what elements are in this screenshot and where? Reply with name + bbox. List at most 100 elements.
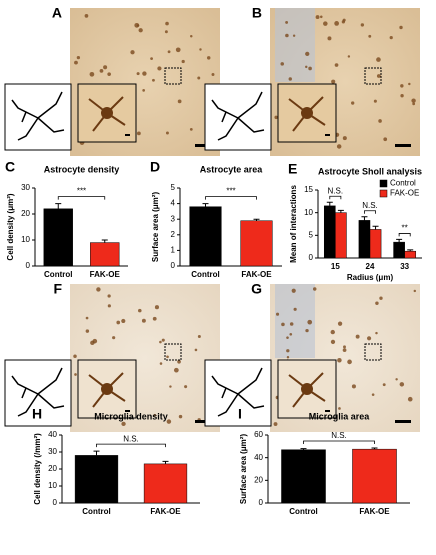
- y-tick-label: 5: [171, 183, 176, 192]
- cell: [165, 21, 169, 26]
- bar: [74, 455, 119, 504]
- cell: [289, 332, 293, 336]
- y-tick-label: 1: [171, 246, 176, 255]
- bar: [335, 212, 347, 259]
- cell: [337, 358, 342, 363]
- cell: [286, 356, 290, 359]
- y-tick-label: 0: [26, 261, 31, 270]
- error-bar: [371, 447, 378, 450]
- cell: [275, 312, 280, 316]
- cell: [177, 99, 182, 104]
- roi-box: [164, 343, 182, 361]
- error-bar: [253, 218, 260, 221]
- bar: [323, 205, 336, 259]
- panel-label: I: [238, 406, 242, 422]
- cell: [175, 47, 181, 53]
- cell: [274, 115, 278, 120]
- cell: [150, 57, 153, 60]
- cell: [167, 50, 171, 54]
- cell: [376, 57, 381, 62]
- cell: [395, 378, 398, 381]
- scale-bar: [395, 420, 411, 423]
- cell: [371, 393, 375, 396]
- cell: [142, 71, 147, 76]
- scale-bar: [395, 144, 411, 147]
- bar: [43, 208, 73, 267]
- cell: [360, 23, 365, 27]
- inset-processes: [88, 372, 126, 408]
- cell: [373, 99, 377, 103]
- y-tick-label: 3: [171, 214, 176, 223]
- nuclei-layer: [275, 8, 315, 82]
- scale-bar: [125, 410, 130, 412]
- cell: [136, 72, 140, 76]
- cell: [103, 65, 108, 70]
- error-bar: [337, 209, 344, 213]
- cell: [74, 373, 77, 376]
- y-axis-label: Cell density (/mm²): [33, 433, 42, 505]
- cell: [347, 359, 352, 365]
- error-bar: [93, 450, 100, 456]
- x-tick-label: Control: [289, 507, 317, 516]
- cell: [355, 334, 360, 339]
- y-tick-label: 0: [53, 498, 58, 507]
- x-tick-label: Control: [191, 270, 219, 279]
- bar: [281, 449, 326, 504]
- cell: [323, 21, 328, 26]
- cell: [330, 339, 336, 345]
- significance-bracket: [205, 196, 257, 200]
- y-tick-label: 60: [254, 430, 263, 439]
- y-tick-label: 30: [21, 183, 30, 192]
- cell: [286, 336, 289, 339]
- roi-box: [164, 67, 182, 85]
- cell: [273, 422, 278, 426]
- cell: [178, 414, 183, 419]
- cell-tracing: [11, 91, 65, 141]
- y-axis-label: Surface area (μm²): [239, 434, 248, 505]
- bar: [404, 250, 417, 259]
- y-tick-label: 0: [309, 253, 314, 262]
- x-tick-label: 15: [331, 262, 340, 271]
- cell: [342, 348, 347, 353]
- cell: [327, 36, 332, 41]
- y-tick-label: 15: [304, 185, 313, 194]
- x-tick-label: 33: [400, 262, 409, 271]
- cell: [334, 21, 340, 26]
- y-tick-label: 10: [48, 481, 57, 490]
- error-bar: [326, 201, 333, 206]
- cell: [375, 301, 379, 305]
- cell: [116, 320, 121, 325]
- y-tick-label: 10: [304, 208, 313, 217]
- cell: [341, 20, 345, 24]
- cell: [121, 318, 126, 324]
- cell: [199, 48, 202, 51]
- cell: [308, 66, 312, 71]
- x-tick-label: Control: [82, 507, 110, 516]
- cell: [197, 335, 201, 339]
- cell: [107, 294, 111, 298]
- x-axis-label: Radius (μm): [347, 273, 394, 282]
- y-tick-label: 20: [48, 464, 57, 473]
- cell: [164, 30, 168, 34]
- cell: [76, 56, 81, 60]
- cell: [181, 59, 185, 64]
- y-tick-label: 0: [171, 261, 176, 270]
- cell: [342, 136, 347, 141]
- x-tick-label: Control: [44, 270, 72, 279]
- bar: [143, 463, 188, 504]
- cell: [92, 338, 98, 344]
- cell: [286, 349, 290, 353]
- cell: [121, 421, 126, 427]
- cell: [320, 15, 323, 19]
- cell: [337, 321, 343, 326]
- cell: [368, 34, 372, 38]
- cell: [85, 316, 89, 320]
- significance-label: N.S.: [123, 434, 139, 443]
- cell: [141, 318, 146, 323]
- cell: [211, 73, 215, 76]
- cell-tracing: [211, 367, 265, 417]
- cell: [305, 328, 309, 333]
- cell: [412, 102, 416, 106]
- cell: [293, 307, 297, 311]
